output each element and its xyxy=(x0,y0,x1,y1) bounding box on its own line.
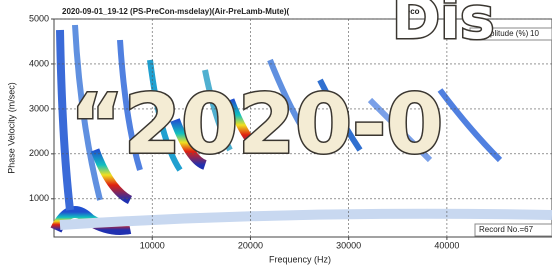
chart: 10000 20000 30000 40000 1000 2000 3000 4000 5000… xyxy=(0,0,552,271)
overlay-top: Dis xyxy=(392,0,495,52)
chart-title: 2020-09-01_19-12 (PS-PreCon-msdelay)(Air… xyxy=(62,7,290,16)
x-tick-label: 10000 xyxy=(140,240,165,250)
x-tick-label: 30000 xyxy=(336,240,361,250)
y-tick-label: 5000 xyxy=(29,13,49,23)
x-tick-label: 20000 xyxy=(238,240,263,250)
y-tick-label: 4000 xyxy=(29,58,49,68)
x-tick-label: 40000 xyxy=(434,240,459,250)
y-axis-label: Phase Velocity (m/sec) xyxy=(6,82,16,174)
page: {"chart_data": {"type": "image", "title"… xyxy=(0,0,552,271)
legend-max: 10 xyxy=(530,29,539,38)
record-label: Record No.=67 xyxy=(479,225,534,234)
y-tick-label: 1000 xyxy=(29,193,49,203)
y-tick-label: 2000 xyxy=(29,148,49,158)
overlay-main: “2020-0 xyxy=(70,77,443,172)
y-tick-label: 3000 xyxy=(29,103,49,113)
x-axis-label: Frequency (Hz) xyxy=(269,254,331,264)
